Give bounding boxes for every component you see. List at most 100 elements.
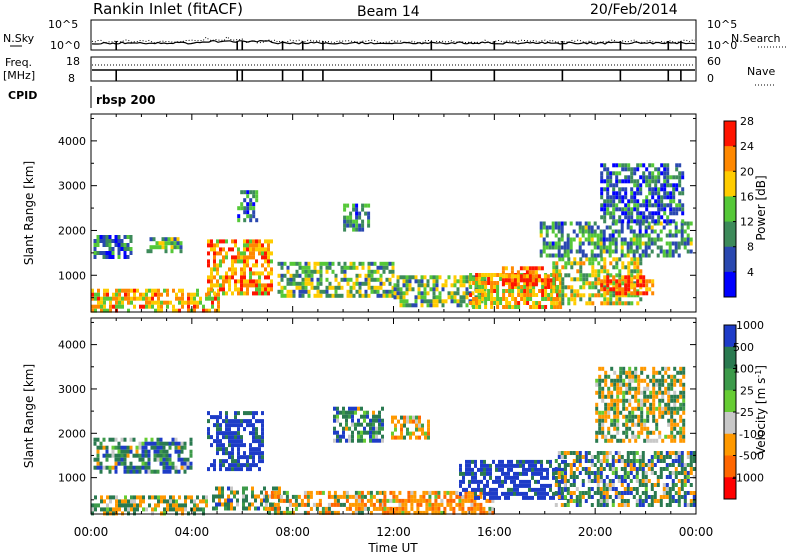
power-cell — [117, 239, 121, 243]
power-cell — [340, 269, 344, 274]
power-cell — [678, 171, 682, 176]
velocity-cell — [324, 510, 328, 515]
velocity-cell — [485, 498, 489, 503]
velocity-cell — [309, 494, 313, 499]
velocity-cell — [205, 503, 208, 508]
power-cell — [286, 265, 290, 270]
power-cell — [100, 308, 103, 313]
velocity-cell — [375, 438, 378, 443]
power-cell — [651, 175, 655, 180]
velocity-cell — [261, 435, 264, 440]
velocity-cell — [383, 502, 387, 507]
velocity-cell — [321, 506, 325, 511]
power-cell — [304, 265, 308, 270]
power-colorbar-frame — [723, 120, 737, 298]
velocity-cell — [656, 475, 660, 479]
power-cell — [240, 287, 243, 292]
velocity-cell — [464, 498, 468, 503]
velocity-cell — [282, 510, 286, 515]
velocity-cell — [357, 434, 360, 439]
velocity-cell — [424, 435, 427, 440]
power-cell — [522, 266, 526, 271]
power-cell — [207, 287, 210, 292]
power-cell — [124, 296, 127, 301]
power-cell — [475, 273, 479, 277]
velocity-cell — [153, 445, 157, 450]
power-cell — [593, 253, 597, 258]
velocity-cell — [108, 469, 112, 474]
power-cell — [654, 203, 658, 208]
velocity-cell — [661, 414, 665, 419]
power-cell — [316, 285, 320, 290]
power-cell — [545, 253, 549, 258]
power-cell — [240, 255, 243, 260]
power-cell — [510, 270, 514, 275]
velocity-cell — [637, 406, 641, 411]
power-cell — [210, 275, 213, 280]
power-cell — [237, 218, 241, 223]
power-cell — [216, 279, 219, 284]
power-cell — [603, 291, 607, 296]
power-cell — [651, 219, 655, 224]
velocity-cell — [375, 434, 378, 439]
velocity-cell — [446, 490, 450, 495]
power-cell — [669, 219, 673, 224]
velocity-cell — [614, 467, 618, 471]
velocity-cell — [263, 494, 266, 499]
velocity-cell — [637, 422, 641, 427]
velocity-cell — [605, 463, 609, 467]
power-cell — [609, 211, 613, 216]
freq-label-line2: [MHz] — [3, 69, 35, 82]
velocity-cell — [638, 467, 642, 471]
velocity-cell — [467, 506, 471, 511]
power-cell — [651, 179, 655, 184]
velocity-cell — [525, 479, 528, 484]
power-cell — [531, 282, 535, 287]
velocity-cell — [248, 502, 251, 507]
velocity-cell — [628, 386, 632, 391]
power-cell — [438, 295, 442, 300]
velocity-cell — [596, 491, 600, 495]
power-cell — [170, 241, 174, 246]
velocity-cell — [631, 394, 635, 399]
velocity-cell — [664, 378, 668, 383]
power-cell — [668, 233, 672, 238]
power-cell — [620, 237, 624, 242]
velocity-cell — [360, 430, 363, 435]
velocity-cell — [650, 495, 654, 499]
velocity-cell — [133, 511, 136, 516]
power-cell — [246, 214, 250, 219]
velocity-cell — [616, 414, 620, 419]
velocity-cell — [626, 499, 630, 503]
velocity-cell — [677, 459, 681, 463]
power-cell — [246, 259, 249, 264]
power-cell — [225, 275, 228, 280]
power-cell — [258, 243, 261, 248]
power-cell — [636, 279, 640, 284]
power-cell — [502, 297, 506, 301]
power-cell — [475, 297, 479, 301]
velocity-cell — [625, 406, 629, 411]
power-cell — [686, 221, 690, 226]
velocity-cell — [501, 463, 504, 468]
power-cell — [505, 301, 509, 305]
noise-left-label: N.Sky — [3, 32, 35, 45]
power-cell — [545, 245, 549, 250]
velocity-cell — [105, 465, 109, 470]
power-cell — [388, 261, 392, 266]
power-cell — [537, 278, 541, 283]
velocity-cell — [94, 495, 97, 500]
power-cell — [645, 167, 649, 172]
power-cell — [590, 225, 594, 230]
power-cell — [596, 241, 600, 246]
power-cell — [501, 274, 505, 279]
power-cell — [630, 301, 634, 306]
power-cell — [207, 251, 210, 256]
velocity-cell — [112, 511, 115, 516]
velocity-cell — [620, 475, 624, 479]
velocity-cell — [644, 487, 648, 491]
power-cell — [663, 179, 667, 184]
velocity-cell — [646, 426, 650, 431]
power-cell — [469, 285, 473, 289]
velocity-cell — [165, 465, 169, 470]
